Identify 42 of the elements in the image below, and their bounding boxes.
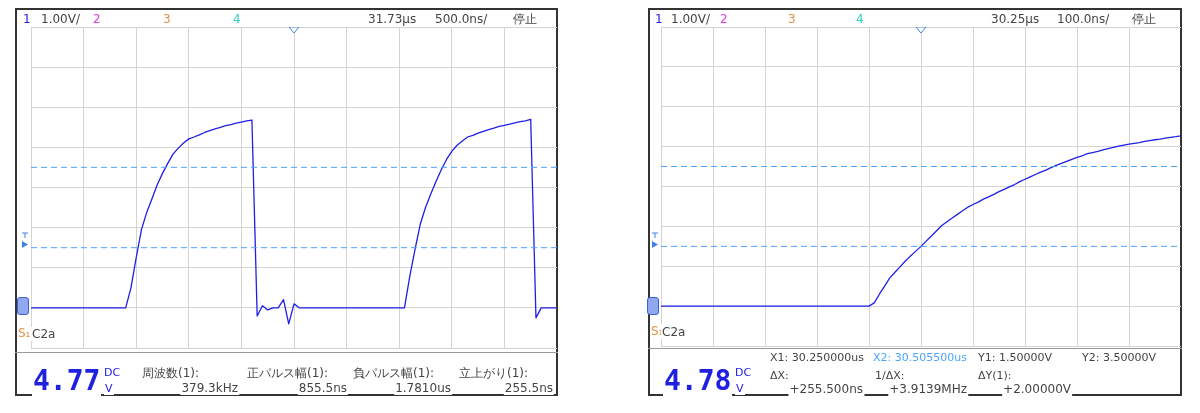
text: 1 [654, 12, 664, 26]
text: Y2: 3.50000V [1081, 351, 1157, 364]
text: V [735, 382, 745, 395]
text: 1.00V/ [670, 12, 711, 26]
text: 周波数(1): [141, 366, 201, 380]
text: C2a [31, 327, 57, 341]
text: +3.9139MHz [888, 382, 968, 396]
text: X1: 30.250000us [769, 351, 865, 364]
text: 30.25µs [990, 12, 1041, 26]
text: X2: 30.505500us [872, 351, 968, 364]
text: ΔX: [769, 369, 790, 382]
text: 4.77 [32, 364, 102, 397]
text: 3 [162, 12, 172, 26]
text: 2 [92, 12, 102, 26]
text: +255.500ns [788, 382, 864, 396]
text: 1.7810us [394, 381, 452, 395]
text: 4.78 [663, 364, 733, 397]
text: 31.73µs [367, 12, 418, 26]
text: 100.0ns/ [1056, 12, 1111, 26]
text: ΔY(1): [977, 369, 1013, 382]
text: 379.3kHz [180, 381, 239, 395]
text: 255.5ns [503, 381, 554, 395]
text: 4 [232, 12, 242, 26]
text: 停止 [512, 12, 538, 26]
text: 4 [855, 12, 865, 26]
text: 2 [719, 12, 729, 26]
text: 1 [22, 12, 32, 26]
text: 1.00V/ [40, 12, 81, 26]
text: 正パルス幅(1): [246, 366, 330, 380]
text: DC [103, 366, 122, 379]
text: 855.5ns [297, 381, 348, 395]
text: V [104, 382, 114, 395]
text: +2.00000V [1002, 382, 1072, 396]
text: S₁ [17, 326, 32, 340]
text: 立上がり(1): [458, 366, 530, 380]
text: 3 [787, 12, 797, 26]
text: 500.0ns/ [434, 12, 489, 26]
text: 負パルス幅(1): [352, 366, 436, 380]
text: DC [734, 366, 753, 379]
text: Y1: 1.50000V [977, 351, 1053, 364]
text: 停止 [1131, 12, 1157, 26]
text: 1/ΔX: [874, 369, 906, 382]
